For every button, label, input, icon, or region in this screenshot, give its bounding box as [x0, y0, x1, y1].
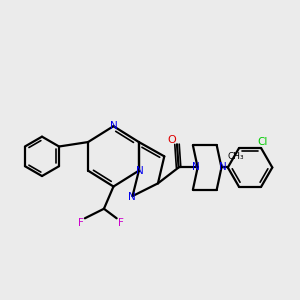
- Text: N: N: [110, 121, 117, 130]
- Text: O: O: [167, 136, 176, 146]
- Text: N: N: [219, 163, 227, 172]
- Text: N: N: [128, 192, 136, 202]
- Text: CH₃: CH₃: [227, 152, 244, 161]
- Text: F: F: [78, 218, 84, 228]
- Text: F: F: [118, 218, 123, 228]
- Text: Cl: Cl: [258, 137, 268, 147]
- Text: N: N: [136, 166, 143, 176]
- Text: N: N: [192, 163, 200, 172]
